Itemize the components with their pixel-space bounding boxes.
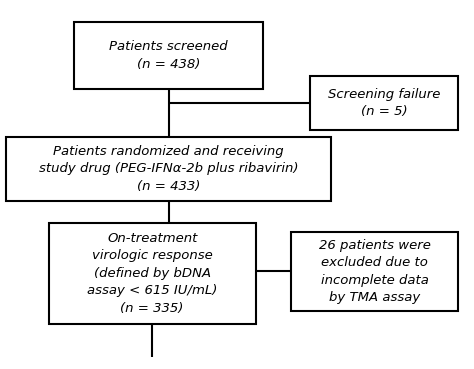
FancyBboxPatch shape: [291, 232, 458, 311]
Text: Patients screened
(n = 438): Patients screened (n = 438): [109, 40, 228, 70]
FancyBboxPatch shape: [6, 137, 331, 201]
FancyBboxPatch shape: [310, 76, 458, 130]
Text: 26 patients were
excluded due to
incomplete data
by TMA assay: 26 patients were excluded due to incompl…: [319, 239, 431, 304]
FancyBboxPatch shape: [48, 223, 256, 324]
FancyBboxPatch shape: [74, 21, 263, 89]
Text: On-treatment
virologic response
(defined by bDNA
assay < 615 IU/mL)
(n = 335): On-treatment virologic response (defined…: [87, 232, 218, 315]
Text: Patients randomized and receiving
study drug (PEG-IFNα-2b plus ribavirin)
(n = 4: Patients randomized and receiving study …: [39, 145, 299, 193]
Text: Screening failure
(n = 5): Screening failure (n = 5): [328, 88, 440, 118]
